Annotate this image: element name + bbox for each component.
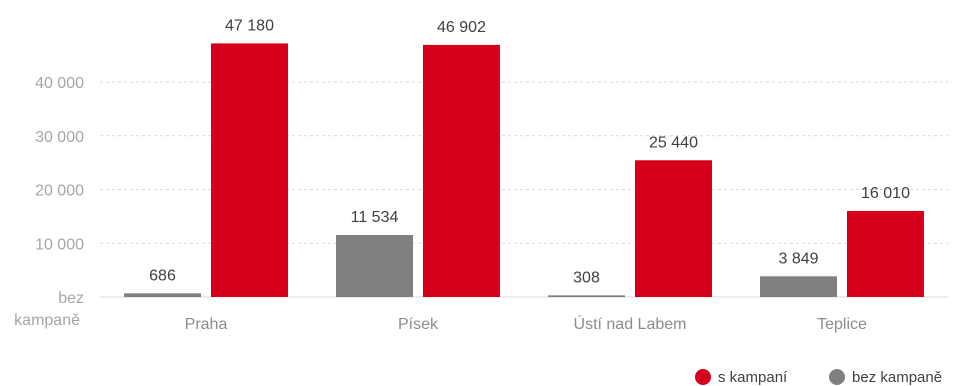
- baseline-label-line: kampaně: [14, 312, 80, 329]
- bar-s-kampani: [211, 43, 288, 297]
- x-tick-label: Písek: [398, 316, 439, 333]
- data-label: 46 902: [437, 19, 486, 36]
- x-tick-label: Praha: [185, 316, 228, 333]
- x-tick-label: Ústí nad Labem: [574, 314, 687, 333]
- legend-marker: [829, 369, 845, 385]
- y-tick-label: 10 000: [35, 236, 84, 253]
- y-tick-label: 20 000: [35, 183, 84, 200]
- y-tick-label: 30 000: [35, 129, 84, 146]
- bar-s-kampani: [423, 44, 500, 297]
- legend-label: bez kampaně: [852, 369, 942, 386]
- data-label: 16 010: [861, 185, 910, 202]
- data-label: 25 440: [649, 134, 698, 151]
- bar-s-kampani: [847, 210, 924, 297]
- bar-bez-kampane: [124, 293, 201, 297]
- data-label: 686: [149, 267, 176, 284]
- y-tick-label: 40 000: [35, 75, 84, 92]
- legend-label: s kampaní: [718, 369, 788, 386]
- bar-bez-kampane: [760, 276, 837, 297]
- bar-bez-kampane: [336, 235, 413, 297]
- legend-marker: [695, 369, 711, 385]
- bar-bez-kampane: [548, 295, 625, 297]
- data-label: 308: [573, 269, 600, 286]
- baseline-label-line: bez: [58, 290, 84, 307]
- x-tick-label: Teplice: [817, 316, 867, 333]
- bar-s-kampani: [635, 160, 712, 297]
- baseline-label: bez kampaně: [14, 290, 84, 329]
- data-label: 47 180: [225, 17, 274, 34]
- data-label: 11 534: [351, 209, 399, 226]
- data-label: 3 849: [778, 250, 818, 267]
